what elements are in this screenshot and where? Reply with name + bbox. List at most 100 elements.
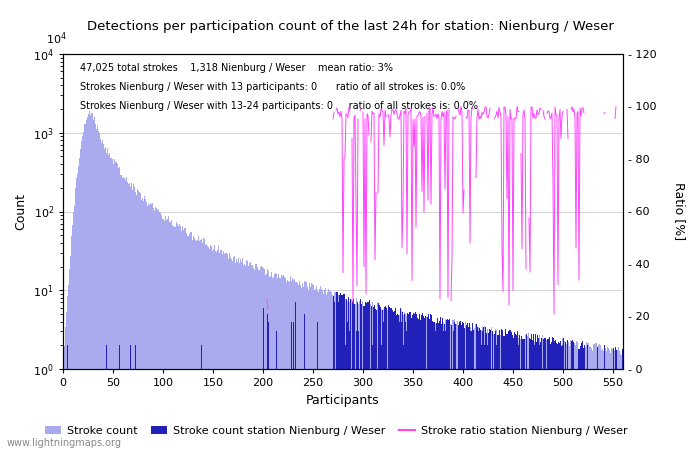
- Bar: [552, 338, 554, 450]
- Bar: [241, 258, 242, 450]
- Bar: [76, 174, 78, 450]
- Bar: [470, 330, 472, 450]
- Bar: [389, 308, 391, 450]
- Stroke ratio station Nienburg / Weser: [548, 110, 556, 116]
- Bar: [452, 320, 454, 450]
- Bar: [440, 324, 442, 450]
- Bar: [223, 254, 225, 450]
- Bar: [454, 324, 456, 450]
- Bar: [517, 345, 519, 450]
- Bar: [612, 347, 613, 450]
- Bar: [540, 338, 542, 450]
- Y-axis label: Count: Count: [15, 193, 27, 230]
- Line: Stroke ratio station Nienburg / Weser: Stroke ratio station Nienburg / Weser: [67, 107, 622, 369]
- Bar: [297, 283, 298, 450]
- Bar: [550, 342, 552, 450]
- Bar: [284, 278, 286, 450]
- Bar: [94, 117, 95, 450]
- Bar: [374, 309, 375, 450]
- Bar: [244, 266, 246, 450]
- Bar: [549, 337, 550, 450]
- Bar: [393, 311, 395, 450]
- Bar: [508, 330, 510, 450]
- Bar: [461, 323, 463, 450]
- Bar: [370, 306, 372, 450]
- Bar: [311, 284, 312, 450]
- Bar: [529, 339, 531, 450]
- Bar: [69, 256, 71, 450]
- Bar: [155, 208, 157, 450]
- Bar: [433, 322, 435, 450]
- Bar: [200, 345, 202, 450]
- Bar: [367, 302, 368, 450]
- Bar: [536, 335, 538, 450]
- Bar: [204, 245, 206, 450]
- Bar: [461, 323, 463, 450]
- Bar: [606, 347, 608, 450]
- Bar: [81, 135, 83, 450]
- Bar: [214, 251, 216, 450]
- Bar: [536, 335, 538, 450]
- Bar: [134, 192, 136, 450]
- Bar: [305, 282, 307, 450]
- Bar: [465, 322, 466, 450]
- Bar: [484, 327, 486, 450]
- Bar: [615, 350, 617, 450]
- Bar: [375, 310, 377, 450]
- Bar: [451, 325, 452, 450]
- Bar: [367, 302, 368, 450]
- Bar: [573, 343, 575, 450]
- Bar: [554, 340, 556, 450]
- Bar: [459, 321, 461, 450]
- Bar: [447, 320, 449, 450]
- Bar: [228, 253, 230, 450]
- Bar: [466, 323, 468, 450]
- Bar: [484, 327, 486, 450]
- Bar: [400, 310, 402, 450]
- Bar: [139, 193, 141, 450]
- Bar: [372, 306, 374, 450]
- Bar: [468, 323, 470, 450]
- Bar: [235, 259, 237, 450]
- Bar: [363, 306, 365, 450]
- Bar: [344, 298, 346, 450]
- Bar: [463, 328, 465, 450]
- Bar: [85, 120, 87, 450]
- Bar: [430, 315, 431, 450]
- Bar: [442, 323, 444, 450]
- Bar: [514, 334, 515, 450]
- Bar: [316, 291, 318, 450]
- Bar: [281, 276, 283, 450]
- Bar: [67, 284, 69, 450]
- Bar: [372, 306, 374, 450]
- Bar: [258, 270, 260, 450]
- Bar: [466, 323, 468, 450]
- Bar: [419, 320, 421, 450]
- Bar: [444, 332, 445, 450]
- Bar: [550, 342, 552, 450]
- Bar: [414, 312, 416, 450]
- Bar: [444, 320, 445, 450]
- Bar: [496, 334, 498, 450]
- Bar: [510, 332, 512, 450]
- Bar: [340, 295, 342, 450]
- Bar: [325, 288, 326, 450]
- Bar: [365, 302, 367, 450]
- Bar: [531, 340, 533, 450]
- Bar: [211, 251, 213, 450]
- Bar: [430, 315, 431, 450]
- Bar: [500, 329, 501, 450]
- Bar: [188, 234, 190, 450]
- Bar: [368, 300, 370, 450]
- Bar: [458, 322, 459, 450]
- Bar: [116, 164, 118, 450]
- Bar: [316, 322, 318, 450]
- Bar: [129, 183, 130, 450]
- Bar: [398, 315, 400, 450]
- Bar: [599, 345, 601, 450]
- Bar: [423, 316, 424, 450]
- Bar: [167, 216, 169, 450]
- Bar: [421, 313, 423, 450]
- Bar: [130, 183, 132, 450]
- Bar: [431, 321, 433, 450]
